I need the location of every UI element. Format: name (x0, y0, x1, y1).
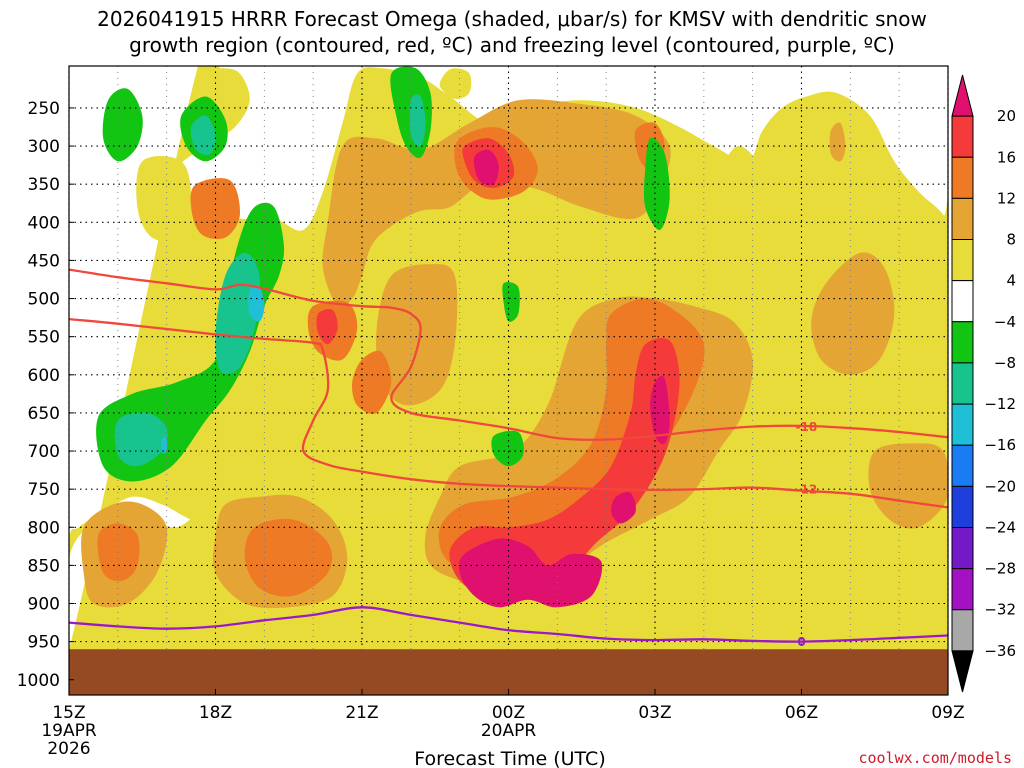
colorbar-swatch (951, 197, 974, 241)
colorbar-swatch (951, 115, 974, 158)
colorbar-label: 8 (1006, 231, 1016, 249)
y-tick-label: 850 (28, 556, 60, 576)
y-tick-label: 250 (28, 99, 60, 119)
x-tick-label: 21Z (345, 703, 378, 723)
omega-region-pos12 (190, 178, 241, 240)
omega-region-neg4 (643, 137, 670, 230)
colorbar-label: −24 (984, 518, 1016, 536)
colorbar-label: −32 (984, 601, 1016, 619)
chart-title-line-1: 2026041915 HRRR Forecast Omega (shaded, … (97, 7, 927, 31)
credit-text: coolwx.com/models (858, 749, 1012, 767)
y-tick-label: 950 (28, 633, 60, 653)
colorbar-swatch (951, 321, 974, 364)
omega-region-neg12 (248, 285, 265, 322)
y-tick-label: 550 (28, 328, 60, 348)
y-tick-label: 600 (28, 366, 60, 386)
colorbar-swatch (951, 526, 974, 570)
omega-region-pos20 (650, 375, 670, 445)
x-tick-sublabel: 19APR (41, 721, 97, 741)
colorbar-swatch (951, 609, 974, 652)
omega-region-neg4 (491, 430, 524, 467)
colorbar-label: −4 (994, 313, 1016, 331)
contour--12 (69, 317, 948, 509)
omega-region-pos8 (322, 99, 671, 308)
omega-region-neg8 (114, 412, 168, 467)
y-tick-label: 400 (28, 213, 60, 233)
contour-labels: -18 -12 0 (796, 420, 818, 649)
x-tick-label: 15Z (52, 703, 85, 723)
colorbar-swatch (951, 280, 974, 323)
omega-region-pos4 (136, 156, 192, 242)
y-tick-label: 800 (28, 518, 60, 538)
omega-region-neg4 (502, 281, 520, 322)
x-tick-sublabel: 20APR (481, 721, 537, 741)
omega-region-pos8 (811, 252, 895, 375)
omega-region-pos16 (316, 308, 338, 345)
omega-region-pos12 (352, 350, 392, 415)
omega-region-pos8 (829, 122, 846, 162)
y-tick-label: 300 (28, 137, 60, 157)
colorbar-label: −20 (984, 477, 1016, 495)
colorbar-label: 16 (997, 148, 1016, 166)
colorbar-swatch (951, 362, 974, 405)
x-tick-label: 06Z (785, 703, 818, 723)
x-tick-label: 18Z (199, 703, 232, 723)
omega-region-pos12 (244, 518, 333, 597)
x-tick-sublabel: 2026 (47, 739, 90, 759)
x-tick-label: 00Z (492, 703, 525, 723)
omega-region-pos12 (97, 523, 140, 582)
contour-label-text: -12 (796, 483, 818, 497)
temperature-contours (69, 268, 948, 643)
y-tick-label: 700 (28, 442, 60, 462)
colorbar-swatch (951, 485, 974, 528)
contour-label-text: 0 (797, 635, 805, 649)
y-tick-label: 500 (28, 290, 60, 310)
colorbar-swatch (951, 444, 974, 487)
colorbar-label: −8 (994, 354, 1016, 372)
x-axis-label: Forecast Time (UTC) (414, 748, 605, 768)
colorbar: 20 16 12 8 4 −4 −8 −12 −16 −20 −24 −28 −32 −36 (951, 74, 1016, 693)
chart-title-line-2: growth region (contoured, red, ºC) and f… (129, 33, 895, 57)
omega-region-neg4 (102, 88, 143, 162)
below-ground-layer (69, 649, 948, 695)
colorbar-label: 4 (1006, 272, 1016, 290)
y-tick-label: 750 (28, 480, 60, 500)
colorbar-label: −16 (984, 436, 1016, 454)
omega-region-pos16 (449, 337, 680, 597)
y-tick-label: 650 (28, 404, 60, 424)
colorbar-label: −12 (984, 395, 1016, 413)
ground-fill (69, 649, 948, 695)
colorbar-label: 20 (997, 107, 1016, 125)
contour--18 (69, 268, 948, 441)
omega-region-neg12 (161, 437, 168, 454)
omega-region-neg8 (190, 115, 216, 155)
colorbar-label: −28 (984, 560, 1016, 578)
colorbar-label: −36 (984, 642, 1016, 660)
colorbar-swatch (951, 568, 974, 611)
colorbar-swatch (951, 403, 974, 446)
omega-region-pos20 (610, 492, 636, 524)
y-tick-label: 1000 (17, 671, 60, 691)
omega-region-pos8 (868, 443, 948, 529)
colorbar-swatch (951, 239, 974, 282)
omega-region-pos8 (376, 264, 458, 406)
y-tick-label: 900 (28, 595, 60, 615)
contour-0 (69, 606, 948, 643)
colorbar-swatch (951, 74, 974, 117)
y-tick-label: 350 (28, 175, 60, 195)
colorbar-label: 12 (997, 189, 1016, 207)
omega-region-pos4 (439, 68, 472, 99)
omega-region-pos20 (458, 538, 603, 608)
omega-region-neg8 (215, 252, 260, 375)
x-tick-label: 03Z (638, 703, 671, 723)
colorbar-swatch (951, 650, 974, 693)
contour-label-text: -18 (796, 420, 818, 434)
omega-region-pos20 (473, 149, 499, 186)
y-tick-label: 450 (28, 251, 60, 271)
y-axis: 250 300 350 400 450 500 550 600 650 700 750 800 850 9… (17, 99, 74, 691)
colorbar-swatch (951, 156, 974, 199)
x-tick-label: 09Z (931, 703, 964, 723)
